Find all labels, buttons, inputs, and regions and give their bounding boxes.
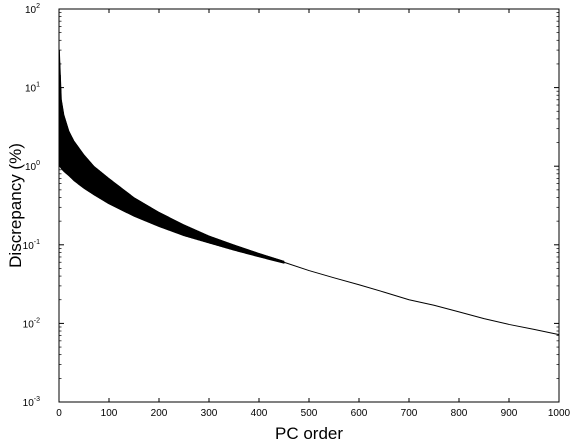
y-tick-label: 10-1 xyxy=(23,239,40,252)
x-tick-label: 300 xyxy=(201,408,218,419)
y-tick-label: 100 xyxy=(25,160,40,173)
x-tick-label: 400 xyxy=(251,408,268,419)
series-line xyxy=(283,261,560,336)
x-tick-label: 500 xyxy=(301,408,318,419)
x-tick-label: 100 xyxy=(101,408,118,419)
series-band xyxy=(59,50,285,264)
y-tick-label: 10-2 xyxy=(23,317,40,330)
y-tick-label: 101 xyxy=(25,82,40,95)
x-axis-title: PC order xyxy=(275,424,343,443)
y-tick-label: 10-3 xyxy=(23,396,40,409)
x-tick-label: 800 xyxy=(451,408,468,419)
x-axis: 0 100 200 300 400 500 600 700 800 900 1000 xyxy=(56,9,571,419)
x-tick-label: 200 xyxy=(151,408,168,419)
x-tick-label: 600 xyxy=(351,408,368,419)
y-axis: 10-3 10-2 10-1 100 101 102 xyxy=(23,3,559,409)
x-tick-label: 900 xyxy=(501,408,518,419)
x-tick-label: 700 xyxy=(401,408,418,419)
x-tick-label: 0 xyxy=(56,408,62,419)
series-tail xyxy=(283,261,560,336)
x-tick-label: 1000 xyxy=(548,408,571,419)
band-oscillation xyxy=(59,50,285,264)
y-tick-label: 102 xyxy=(25,3,40,16)
y-axis-title: Discrepancy (%) xyxy=(6,143,25,268)
band-fill xyxy=(59,50,285,264)
